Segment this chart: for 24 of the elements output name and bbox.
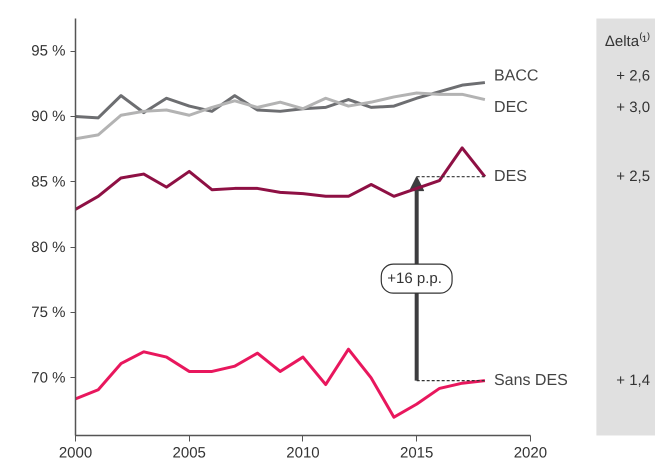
x-tick-label: 2010 <box>286 444 320 462</box>
series-label: Sans DES <box>494 372 568 390</box>
x-tick-label: 2000 <box>58 444 92 462</box>
y-tick-label: 75 % <box>31 304 66 322</box>
y-tick-label: 85 % <box>31 173 66 190</box>
y-tick-label: 95 % <box>31 42 66 60</box>
series-label: BACC <box>494 68 538 85</box>
y-tick-label: 70 % <box>31 369 66 386</box>
text: + 2,5 <box>616 168 650 186</box>
series-label: DES <box>494 168 527 186</box>
line-series <box>76 92 486 140</box>
x-tick-label: 2005 <box>172 444 206 462</box>
text: Δelta⁽¹⁾ <box>604 32 650 50</box>
x-tick-label: 2020 <box>514 444 548 462</box>
annotation: +16 p.p. <box>387 270 442 288</box>
series-label: DEC <box>494 98 528 116</box>
text: + 3,0 <box>616 98 650 116</box>
y-tick-label: 90 % <box>31 108 66 126</box>
line-series <box>76 348 486 419</box>
x-tick-label: 2015 <box>400 444 434 462</box>
text: + 1,4 <box>616 372 650 390</box>
y-tick-label: 80 % <box>31 238 66 256</box>
text: + 2,6 <box>616 68 650 85</box>
line-series <box>76 146 486 211</box>
